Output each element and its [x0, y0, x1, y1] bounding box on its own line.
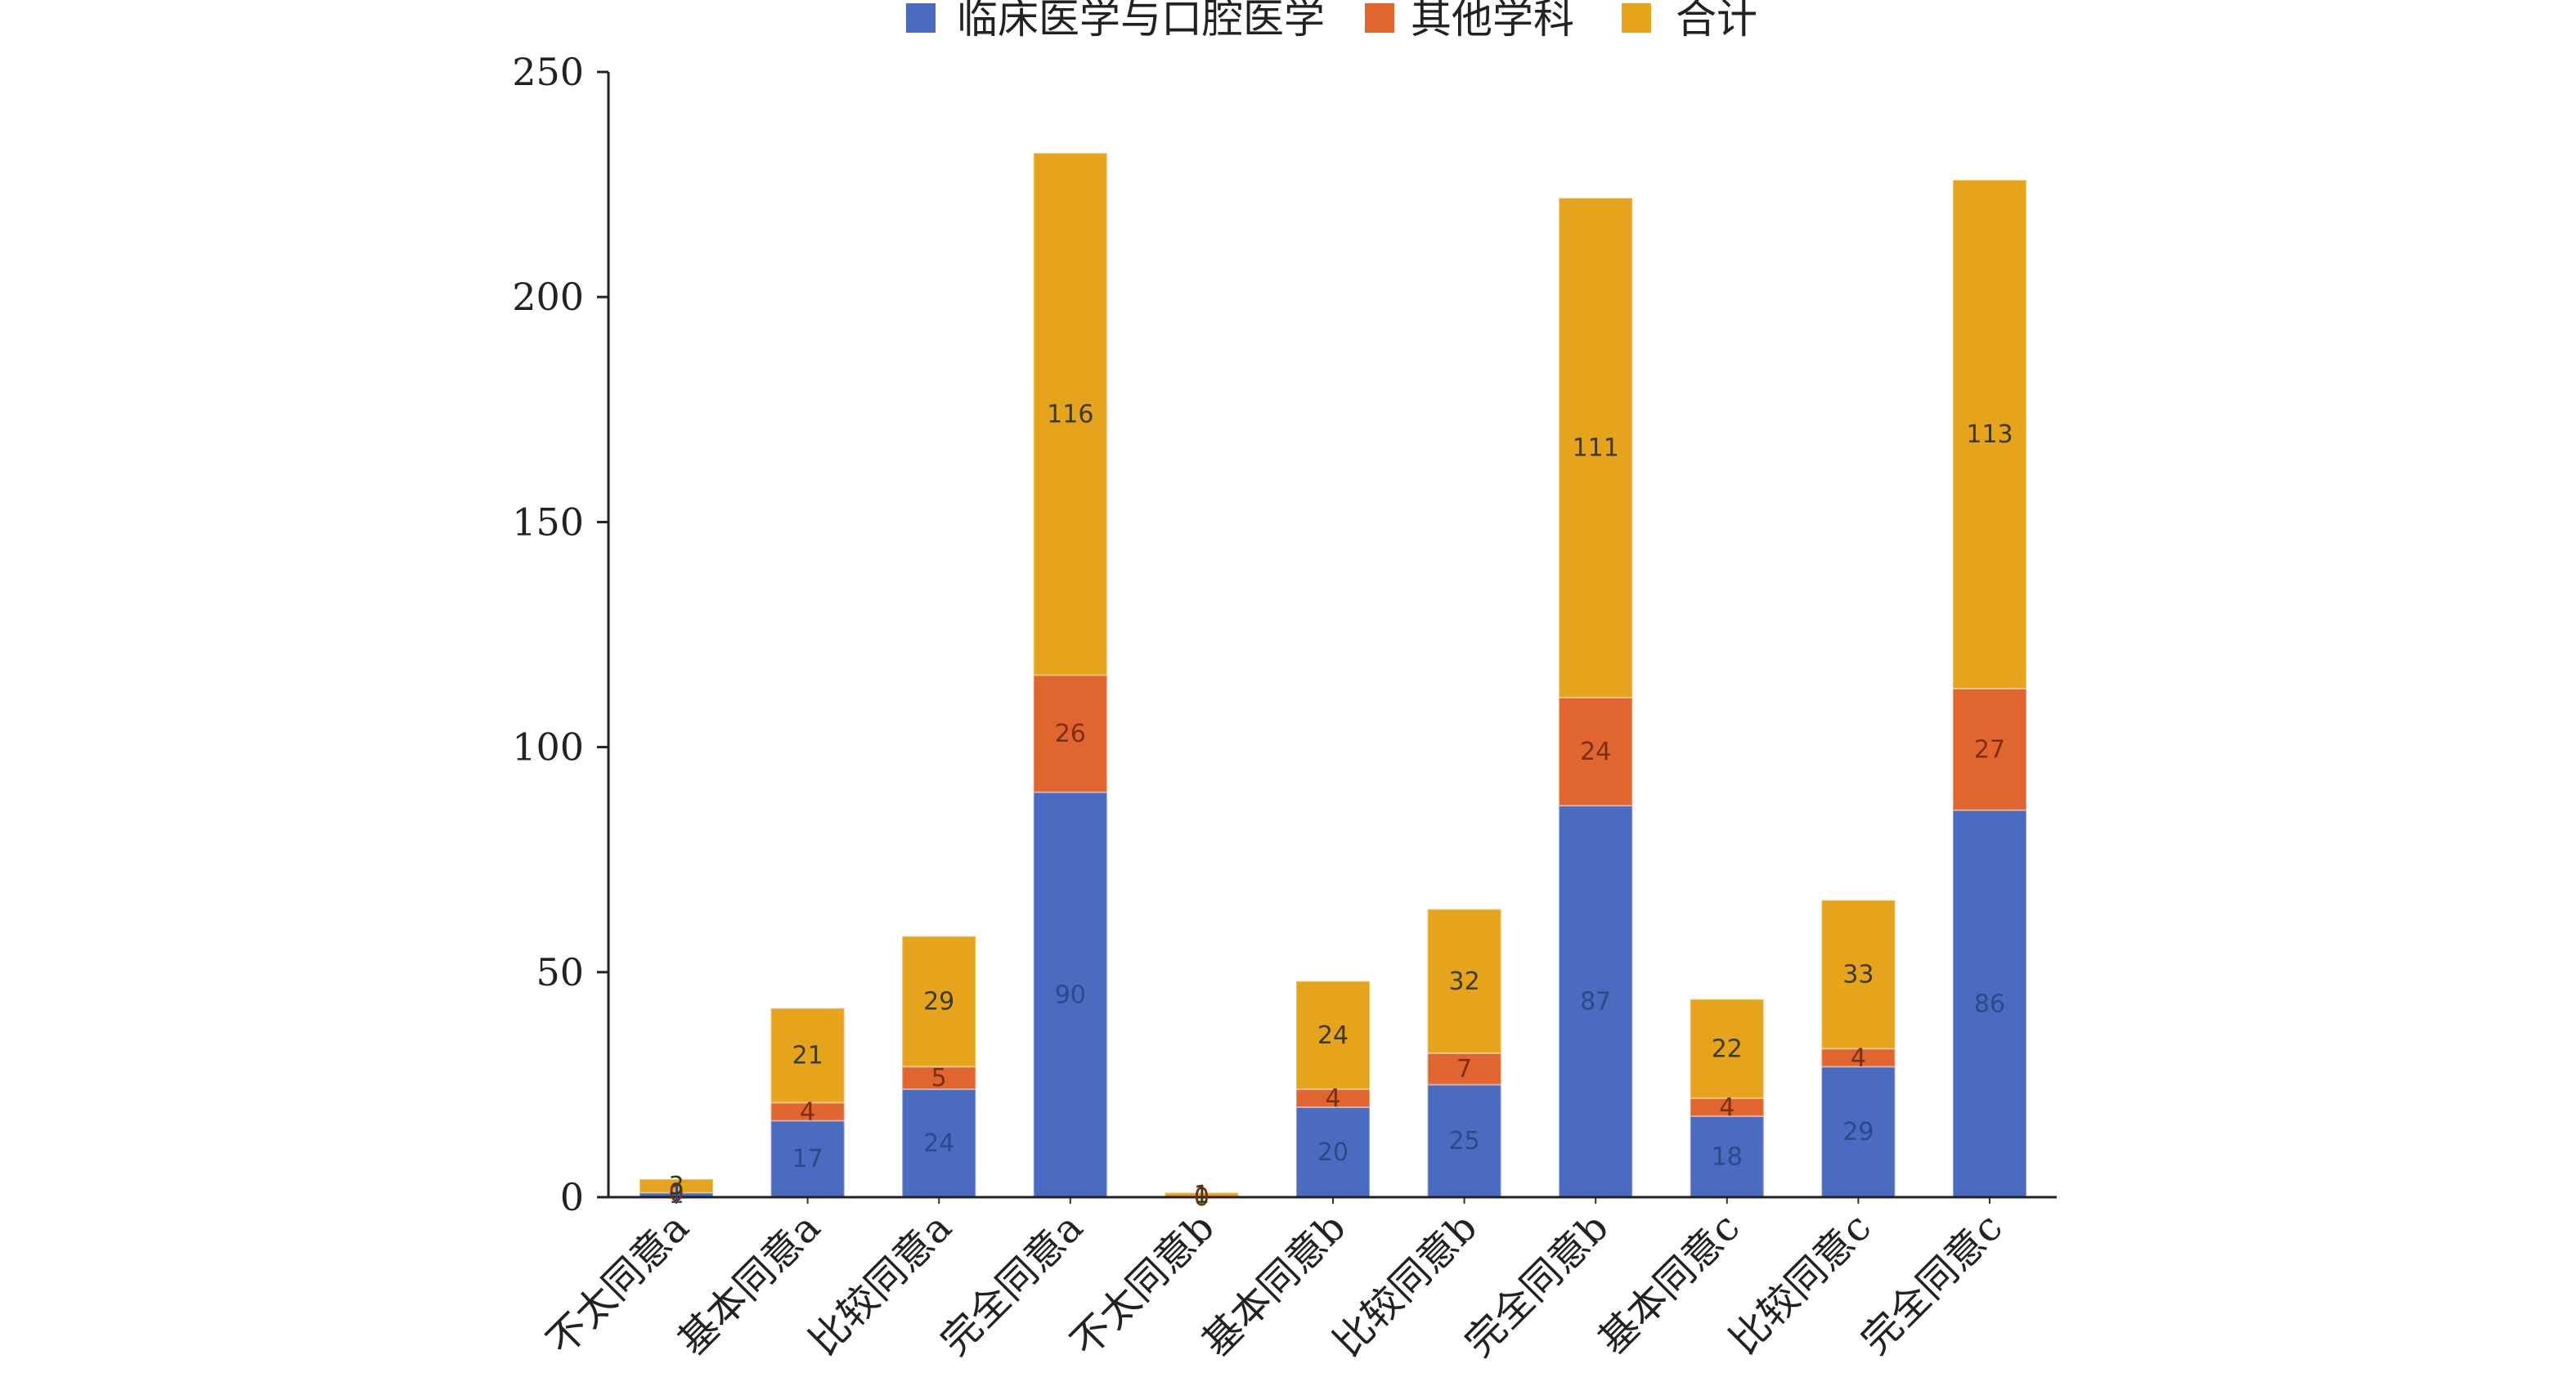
data-label: 1	[668, 1181, 684, 1209]
data-label: 116	[1047, 400, 1093, 429]
legend-label: 其他学科	[1411, 0, 1574, 43]
data-label: 0	[1194, 1183, 1209, 1212]
bar-segment	[770, 1119, 846, 1199]
data-label: 17	[792, 1145, 824, 1173]
data-label: 87	[1580, 988, 1611, 1016]
bar-segment	[1952, 688, 2027, 811]
y-tick-label: 250	[512, 50, 584, 94]
bar-segment	[1820, 1048, 1896, 1068]
data-label: 22	[1712, 1034, 1743, 1063]
bar-segment	[1689, 1115, 1765, 1198]
legend: 临床医学与口腔医学 其他学科 合计	[906, 0, 1757, 43]
data-label: 24	[923, 1129, 954, 1158]
x-tick-label: 比较同意c	[1721, 1205, 1880, 1363]
bar-segment	[901, 1066, 977, 1090]
y-tick-label: 100	[512, 725, 584, 770]
x-tick-label: 基本同意c	[1590, 1205, 1748, 1363]
data-label: 0	[668, 1178, 684, 1207]
data-label: 3	[668, 1172, 684, 1200]
y-tick-label: 0	[560, 1175, 584, 1219]
data-label: 1	[1194, 1181, 1209, 1209]
x-tick-label: 不太同意b	[1062, 1205, 1223, 1366]
x-tick-label: 完全同意b	[1456, 1205, 1618, 1366]
data-label: 4	[1719, 1093, 1735, 1122]
data-label: 5	[931, 1064, 947, 1093]
x-axis: 不太同意a基本同意a比较同意a完全同意a不太同意b基本同意b比较同意b完全同意b…	[538, 1196, 2057, 1366]
legend-swatch	[1365, 3, 1394, 33]
data-label: 21	[792, 1042, 824, 1070]
data-label: 24	[1317, 1021, 1349, 1050]
bar-segment	[1295, 1088, 1371, 1108]
data-label: 4	[1851, 1043, 1866, 1072]
data-label: 111	[1573, 434, 1619, 463]
x-tick-label: 完全同意a	[932, 1205, 1093, 1365]
bar-segment	[1820, 1066, 1896, 1199]
data-label: 0	[1194, 1183, 1209, 1212]
data-label: 24	[1580, 738, 1611, 766]
bar-segment	[1558, 197, 1634, 699]
y-axis: 0 50 100 150 200 250	[512, 50, 610, 1219]
x-tick-label: 基本同意b	[1193, 1205, 1354, 1366]
bar-segment	[901, 935, 977, 1068]
x-tick-label: 基本同意a	[669, 1205, 829, 1365]
bar-segment	[1426, 908, 1502, 1054]
bar-segment	[1295, 980, 1371, 1090]
data-label: 26	[1055, 720, 1086, 748]
x-tick-label: 不太同意a	[538, 1205, 698, 1365]
bars	[639, 152, 2027, 1199]
data-label: 90	[1055, 980, 1086, 1009]
data-label: 29	[923, 988, 954, 1016]
bar-segment	[1952, 179, 2027, 690]
data-label: 113	[1966, 420, 2013, 449]
bar-segment	[1558, 697, 1634, 807]
data-label: 4	[800, 1097, 815, 1126]
data-label: 25	[1449, 1127, 1480, 1155]
legend-swatch	[1622, 3, 1651, 33]
x-tick-label: 比较同意a	[801, 1205, 961, 1365]
bar-segment	[1689, 998, 1765, 1099]
data-label: 7	[1456, 1055, 1472, 1084]
bar-segment	[1295, 1106, 1371, 1199]
data-label: 33	[1842, 961, 1874, 989]
bar-segment	[770, 1007, 846, 1104]
legend-label: 临床医学与口腔医学	[957, 0, 1325, 43]
data-label: 27	[1974, 735, 2005, 764]
bar-segment	[1426, 1052, 1502, 1086]
bar-segment	[1032, 152, 1108, 676]
data-label: 4	[1325, 1084, 1340, 1113]
legend-swatch	[906, 3, 936, 33]
bar-segment	[1032, 674, 1108, 793]
x-tick-label: 比较同意b	[1325, 1205, 1486, 1366]
bar-segment	[1426, 1084, 1502, 1199]
bar-segment	[1820, 899, 1896, 1050]
data-label: 29	[1842, 1118, 1874, 1146]
y-tick-label: 150	[512, 500, 584, 544]
data-label: 86	[1974, 989, 2005, 1018]
data-label: 20	[1317, 1138, 1349, 1167]
data-label: 18	[1712, 1142, 1743, 1171]
data-label: 32	[1449, 967, 1480, 996]
y-tick-label: 50	[536, 950, 584, 994]
bar-segment	[639, 1178, 714, 1194]
legend-label: 合计	[1676, 0, 1757, 43]
x-tick-label: 完全同意c	[1852, 1205, 2011, 1363]
y-tick-label: 200	[512, 275, 584, 319]
